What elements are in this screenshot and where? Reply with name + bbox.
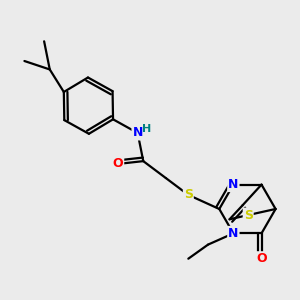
Text: O: O: [112, 158, 123, 170]
Text: H: H: [142, 124, 151, 134]
Text: N: N: [228, 178, 239, 191]
Text: N: N: [228, 227, 239, 240]
Text: O: O: [256, 252, 267, 265]
Text: S: S: [244, 208, 253, 221]
Text: N: N: [133, 127, 143, 140]
Text: S: S: [184, 188, 193, 201]
